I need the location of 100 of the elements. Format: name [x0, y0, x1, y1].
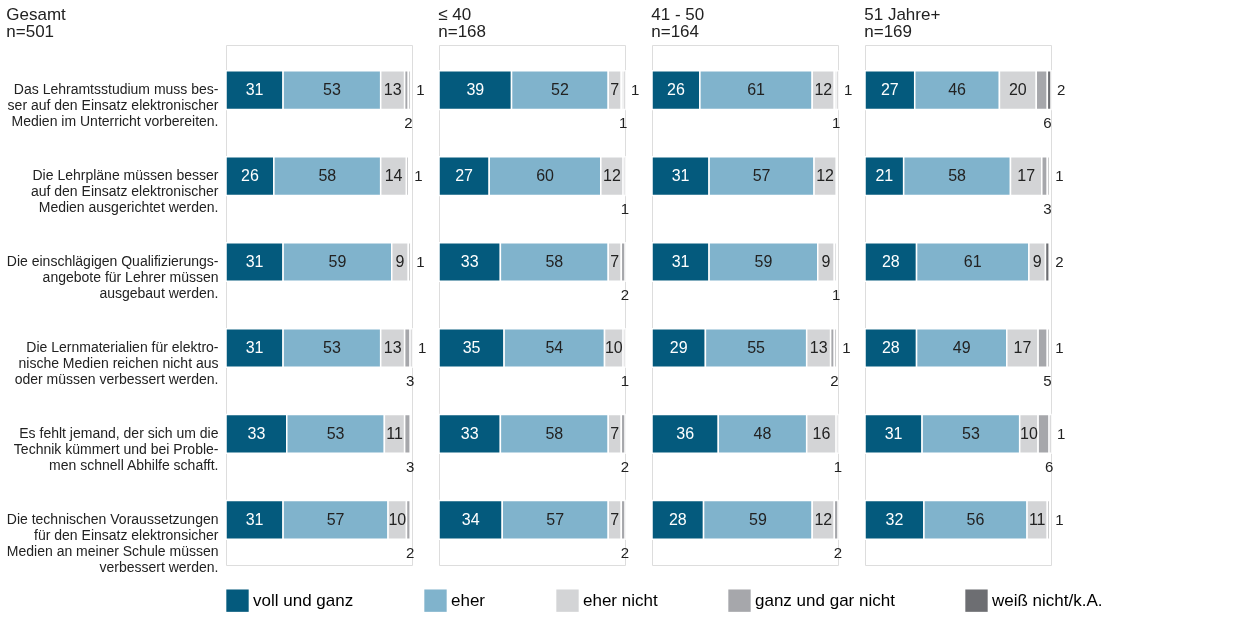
data-label: 2 — [404, 114, 413, 132]
data-label: 31 — [671, 167, 690, 185]
legend-label: eher — [451, 590, 486, 610]
y-tick-label: Die technischen Voraussetzungen für den Einsatz elektronsicher Medien an meiner Schule müssen verbessert werden. — [6, 510, 219, 575]
data-label: 34 — [461, 510, 480, 528]
chart-title: 51 Jahre+ — [864, 5, 941, 24]
data-label: 55 — [747, 338, 766, 356]
data-label: 31 — [245, 510, 264, 528]
data-label: 1 — [418, 338, 427, 356]
data-label: 11 — [386, 424, 403, 442]
data-label: 14 — [384, 167, 403, 185]
data-label: 39 — [466, 81, 485, 99]
data-label: 13 — [383, 338, 402, 356]
data-label: 29 — [669, 338, 688, 356]
data-label: 9 — [1032, 253, 1042, 271]
data-label: 26 — [241, 167, 259, 185]
data-label: 3 — [405, 457, 415, 475]
data-label: 1 — [631, 81, 640, 99]
data-label: 1 — [833, 457, 843, 475]
data-label: 52 — [551, 81, 569, 99]
data-label: 1 — [618, 114, 628, 132]
data-label: 31 — [245, 253, 264, 271]
data-label: 1 — [1055, 510, 1064, 528]
data-label: 28 — [668, 510, 687, 528]
legend-label: ganz und gar nicht — [755, 590, 896, 610]
data-label: 1 — [842, 338, 851, 356]
chart-subtitle: n=169 — [864, 22, 912, 41]
data-label: 13 — [809, 338, 828, 356]
data-label: 48 — [753, 424, 772, 442]
chart-subtitle: n=164 — [651, 22, 699, 41]
data-label: 7 — [610, 510, 620, 528]
data-label: 31 — [245, 338, 264, 356]
data-label: 54 — [545, 338, 564, 356]
data-label: 12 — [816, 167, 835, 185]
data-label: 59 — [328, 253, 347, 271]
data-label: 32 — [885, 510, 904, 528]
data-label: 1 — [1055, 167, 1064, 185]
legend-label: eher nicht — [583, 590, 658, 610]
data-label: 3 — [405, 371, 415, 389]
text: Gesamt — [6, 5, 67, 24]
data-label: 53 — [322, 81, 341, 99]
data-label: 59 — [748, 510, 767, 528]
data-label: 9 — [395, 253, 405, 271]
y-tick-label: Die einschlägigen Qualifizierungs- angebote für Lehrer müssen ausgebaut werden. — [6, 253, 219, 302]
data-label: 1 — [620, 371, 630, 389]
data-label: 6 — [1044, 457, 1054, 475]
data-label: 57 — [546, 510, 565, 528]
data-label: 58 — [545, 253, 564, 271]
legend-label: voll und ganz — [253, 590, 354, 610]
data-label: 58 — [545, 424, 564, 442]
data-label: 58 — [948, 167, 967, 185]
data-label: 17 — [1013, 338, 1032, 356]
data-label: 5 — [1043, 371, 1052, 389]
data-label: 61 — [747, 81, 766, 99]
y-tick-label: Es fehlt jemand, der sich um die Technik kümmert und bei Proble- men schnell Abhilfe schafft. — [13, 424, 219, 473]
data-label: 1 — [620, 200, 630, 218]
data-label: 31 — [671, 253, 690, 271]
data-label: 33 — [247, 424, 266, 442]
data-label: 1 — [831, 286, 841, 304]
data-label: 31 — [245, 81, 264, 99]
data-label: 53 — [322, 338, 341, 356]
data-label: 2 — [620, 457, 630, 475]
data-label: 10 — [388, 510, 407, 528]
data-label: 1 — [1057, 424, 1066, 442]
data-label: 2 — [830, 371, 839, 389]
data-label: 7 — [610, 424, 620, 442]
data-label: 1 — [844, 81, 853, 99]
data-label: 12 — [603, 167, 621, 185]
data-label: 60 — [536, 167, 555, 185]
data-label: 17 — [1017, 167, 1036, 185]
data-label: 1 — [1055, 338, 1064, 356]
y-tick-label: Die Lernmaterialien für elektro- nische Medien reichen nicht aus oder müssen verbessert werden. — [14, 338, 219, 387]
data-label: 33 — [460, 424, 479, 442]
data-label: 9 — [821, 253, 831, 271]
text: n=501 — [6, 22, 55, 41]
data-label: 2 — [833, 543, 843, 561]
data-label: 20 — [1008, 81, 1027, 99]
data-label: 57 — [752, 167, 771, 185]
data-label: 53 — [961, 424, 980, 442]
data-label: 31 — [884, 424, 903, 442]
data-label: 1 — [414, 167, 423, 185]
data-label: 1 — [416, 253, 425, 271]
data-label: 53 — [326, 424, 345, 442]
data-label: 26 — [667, 81, 685, 99]
data-label: 35 — [462, 338, 481, 356]
chart-title: 41 - 50 — [651, 5, 705, 24]
data-label: 2 — [1055, 253, 1064, 271]
data-label: 28 — [881, 253, 900, 271]
data-label: 7 — [610, 81, 620, 99]
chart-title: ≤ 40 — [438, 5, 472, 24]
data-label: 46 — [948, 81, 967, 99]
data-label: 6 — [1043, 114, 1052, 132]
data-label: 10 — [604, 338, 623, 356]
data-label: 3 — [1043, 200, 1052, 218]
data-label: 1 — [831, 114, 841, 132]
data-label: 1 — [416, 81, 425, 99]
data-label: 16 — [812, 424, 831, 442]
data-label: 10 — [1020, 424, 1038, 442]
y-tick-label: Die Lehrpläne müssen besser auf den Einsatz elektronischer Medien ausgerichtet werden. — [30, 167, 219, 216]
data-label: 12 — [814, 510, 833, 528]
